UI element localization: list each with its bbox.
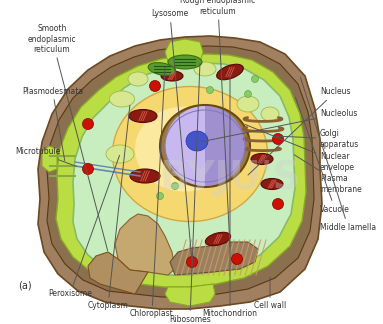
Ellipse shape	[128, 72, 148, 86]
Wedge shape	[205, 106, 245, 186]
Text: Microtubule: Microtubule	[15, 147, 77, 167]
Ellipse shape	[129, 110, 157, 122]
Circle shape	[206, 87, 213, 94]
Polygon shape	[115, 214, 175, 275]
Text: Chloroplast: Chloroplast	[130, 67, 174, 318]
Circle shape	[252, 75, 259, 83]
Text: (a): (a)	[18, 281, 32, 291]
Ellipse shape	[217, 64, 243, 80]
Text: Plasma
membrane: Plasma membrane	[294, 155, 362, 194]
Ellipse shape	[261, 179, 283, 190]
Ellipse shape	[168, 55, 202, 69]
Circle shape	[172, 182, 178, 190]
Text: Smooth
endoplasmic
reticulum: Smooth endoplasmic reticulum	[28, 24, 108, 251]
Ellipse shape	[110, 91, 134, 107]
Ellipse shape	[194, 62, 216, 76]
Ellipse shape	[148, 63, 176, 75]
Text: Nuclear
envelope: Nuclear envelope	[245, 124, 355, 172]
Polygon shape	[38, 36, 322, 309]
Polygon shape	[170, 242, 258, 275]
Text: Middle lamella: Middle lamella	[300, 77, 376, 232]
Text: Rough endoplasmic
reticulum: Rough endoplasmic reticulum	[180, 0, 255, 247]
Text: Ribosomes: Ribosomes	[169, 64, 211, 323]
Ellipse shape	[205, 232, 231, 246]
Ellipse shape	[237, 96, 259, 112]
Ellipse shape	[161, 71, 183, 81]
Ellipse shape	[186, 131, 208, 151]
Circle shape	[187, 257, 198, 268]
Polygon shape	[165, 284, 215, 306]
Text: Peroxisome: Peroxisome	[48, 155, 119, 298]
Circle shape	[244, 90, 252, 98]
Text: Cytoplasm: Cytoplasm	[88, 105, 130, 310]
Circle shape	[149, 80, 160, 91]
Text: Nucleus: Nucleus	[248, 87, 350, 175]
Text: BYJU'S: BYJU'S	[159, 159, 301, 197]
Ellipse shape	[261, 107, 279, 121]
Ellipse shape	[135, 107, 235, 191]
Polygon shape	[88, 252, 148, 294]
Circle shape	[272, 133, 283, 145]
Ellipse shape	[113, 87, 267, 222]
Polygon shape	[56, 54, 306, 287]
Text: Lysosome: Lysosome	[151, 9, 192, 260]
Text: Nucleolus: Nucleolus	[201, 110, 357, 142]
Circle shape	[272, 199, 283, 210]
Polygon shape	[47, 46, 314, 297]
Text: Mitochondrion: Mitochondrion	[203, 74, 257, 318]
Circle shape	[82, 164, 93, 175]
Polygon shape	[73, 63, 295, 275]
Text: Vacuole: Vacuole	[295, 97, 350, 214]
Ellipse shape	[130, 169, 160, 183]
Polygon shape	[42, 146, 57, 172]
Text: Golgi
apparatus: Golgi apparatus	[277, 129, 359, 149]
Text: Cell wall: Cell wall	[254, 277, 286, 310]
Ellipse shape	[106, 145, 134, 163]
Ellipse shape	[160, 105, 250, 187]
Wedge shape	[165, 106, 205, 186]
Polygon shape	[165, 39, 203, 62]
Ellipse shape	[251, 154, 273, 165]
Circle shape	[157, 192, 164, 200]
Circle shape	[231, 253, 242, 264]
Circle shape	[82, 119, 93, 130]
Text: Plasmodesmata: Plasmodesmata	[22, 87, 83, 161]
